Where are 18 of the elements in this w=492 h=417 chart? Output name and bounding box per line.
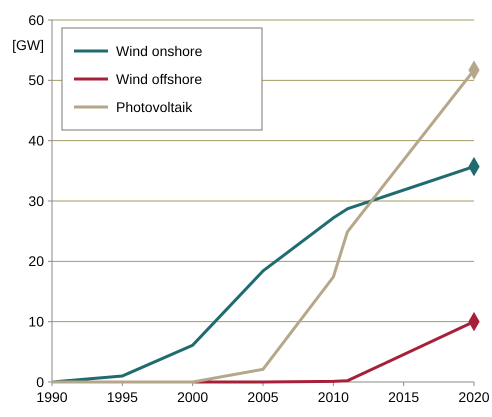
y-tick-label: 20 <box>28 253 44 270</box>
x-tick-label: 2005 <box>247 389 279 405</box>
y-tick-label: 30 <box>28 192 44 209</box>
legend-label: Wind offshore <box>116 70 202 87</box>
legend-label: Wind onshore <box>116 42 203 59</box>
x-tick-label: 1990 <box>36 389 68 405</box>
x-tick-label: 2010 <box>318 389 350 405</box>
y-tick-label: 40 <box>28 132 44 149</box>
x-tick-label: 1995 <box>106 389 138 405</box>
y-tick-label: 10 <box>28 314 44 330</box>
x-tick-label: 2020 <box>458 389 490 405</box>
y-tick-label: 50 <box>28 72 44 88</box>
legend-label: Photovoltaik <box>116 98 194 115</box>
y-tick-label: 60 <box>28 12 44 28</box>
y-tick-label: 0 <box>36 374 44 390</box>
y-axis-title: [GW] <box>12 37 44 53</box>
x-tick-label: 2000 <box>177 389 208 405</box>
x-tick-label: 2015 <box>388 389 420 405</box>
